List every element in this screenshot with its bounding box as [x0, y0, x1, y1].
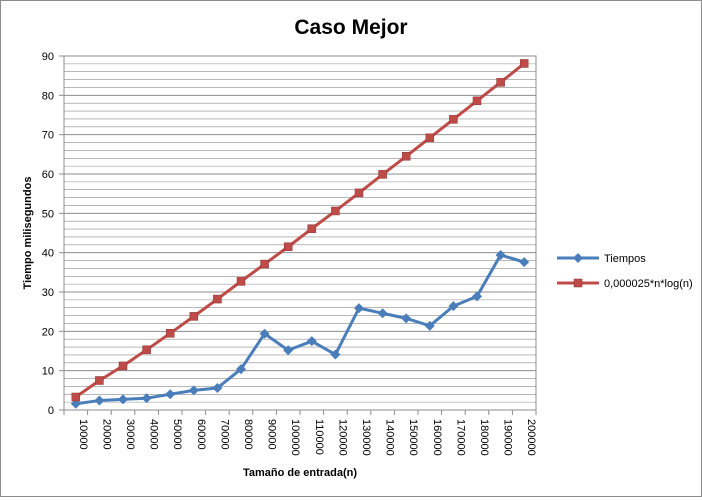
legend-tiempos-label: Tiempos [604, 253, 646, 265]
series-formula-point [378, 170, 387, 179]
x-tick-label: 130000 [360, 419, 372, 456]
series-group [70, 59, 530, 409]
x-tick-label: 90000 [266, 419, 278, 450]
x-tick-label: 80000 [242, 419, 254, 450]
series-formula-point [260, 259, 269, 269]
series-tiempos-point [259, 328, 270, 339]
x-tick-label: 20000 [100, 419, 112, 450]
y-axis-ticks: 0 10 20 30 40 50 60 70 80 90 [42, 51, 64, 417]
x-tick-label: 140000 [384, 419, 396, 456]
series-tiempos-point [141, 393, 152, 404]
series-formula-point [142, 345, 151, 355]
series-formula-point [354, 188, 364, 198]
y-tick-label: 0 [48, 405, 54, 417]
series-tiempos-point [495, 250, 506, 261]
series-tiempos-point [354, 303, 364, 314]
series-formula-point [449, 115, 458, 124]
series-tiempos-point [188, 385, 199, 396]
y-tick-label: 80 [42, 90, 54, 102]
series-formula-point [71, 392, 81, 402]
legend-formula-label: 0,000025*n*log(n) [604, 278, 693, 290]
series-formula-point [95, 376, 104, 385]
series-formula-point [496, 78, 505, 87]
series-formula-point [283, 242, 293, 252]
series-tiempos-point [212, 382, 223, 393]
series-formula-point [236, 277, 246, 286]
chart-title: Caso Mejor [294, 16, 407, 39]
x-axis-ticks: 10000 20000 30000 40000 50000 60000 70000 80000… [63, 410, 537, 456]
x-tick-label: 100000 [289, 419, 301, 456]
legend-formula-marker [573, 278, 583, 288]
x-tick-label: 190000 [502, 419, 514, 456]
series-tiempos-point [472, 291, 482, 302]
series-formula-point [118, 361, 128, 371]
x-tick-label: 10000 [77, 419, 89, 450]
series-tiempos-point [306, 336, 317, 347]
y-tick-label: 60 [42, 169, 54, 181]
x-tick-label: 120000 [336, 419, 348, 456]
series-formula-point [472, 96, 482, 106]
y-tick-label: 30 [42, 287, 54, 299]
series-formula-point [519, 59, 529, 68]
series-formula-point [189, 312, 199, 321]
series-tiempos-point [519, 257, 530, 268]
x-tick-label: 180000 [478, 419, 490, 456]
y-tick-label: 40 [42, 248, 54, 260]
series-tiempos-point [377, 308, 388, 319]
series-tiempos-point [165, 389, 176, 400]
series-tiempos-point [424, 320, 435, 331]
legend-tiempos-marker [573, 253, 583, 263]
x-tick-label: 110000 [313, 419, 325, 455]
series-tiempos-point [283, 345, 294, 356]
series-tiempos-point [236, 364, 246, 375]
x-tick-label: 150000 [407, 419, 419, 456]
y-tick-label: 70 [42, 130, 54, 142]
y-tick-label: 90 [42, 51, 54, 63]
legend: Tiempos 0,000025*n*log(n) [557, 253, 693, 290]
series-formula-point [213, 294, 222, 304]
x-tick-label: 160000 [431, 419, 443, 456]
y-tick-label: 20 [42, 326, 54, 338]
x-tick-label: 40000 [148, 419, 160, 450]
x-tick-label: 50000 [171, 419, 183, 450]
series-tiempos-point [118, 394, 128, 405]
x-tick-label: 30000 [124, 419, 136, 450]
x-tick-label: 60000 [195, 419, 207, 450]
series-tiempos-point [401, 313, 412, 324]
y-tick-label: 10 [42, 366, 54, 378]
x-tick-label: 70000 [218, 419, 230, 450]
y-axis-label: Tiempo milisegundos [22, 177, 34, 290]
series-formula-point [425, 133, 435, 143]
series-tiempos-point [94, 395, 105, 406]
series-tiempos-point [330, 349, 341, 360]
y-tick-label: 50 [42, 208, 54, 220]
x-tick-label: 200000 [525, 419, 537, 456]
series-tiempos-point [448, 301, 459, 312]
series-formula-point [331, 206, 340, 216]
series-formula-point [401, 152, 411, 161]
series-formula-point [307, 224, 317, 233]
series-formula-point [165, 329, 175, 338]
x-tick-label: 170000 [454, 419, 466, 456]
x-axis-label: Tamaño de entrada(n) [243, 467, 357, 479]
